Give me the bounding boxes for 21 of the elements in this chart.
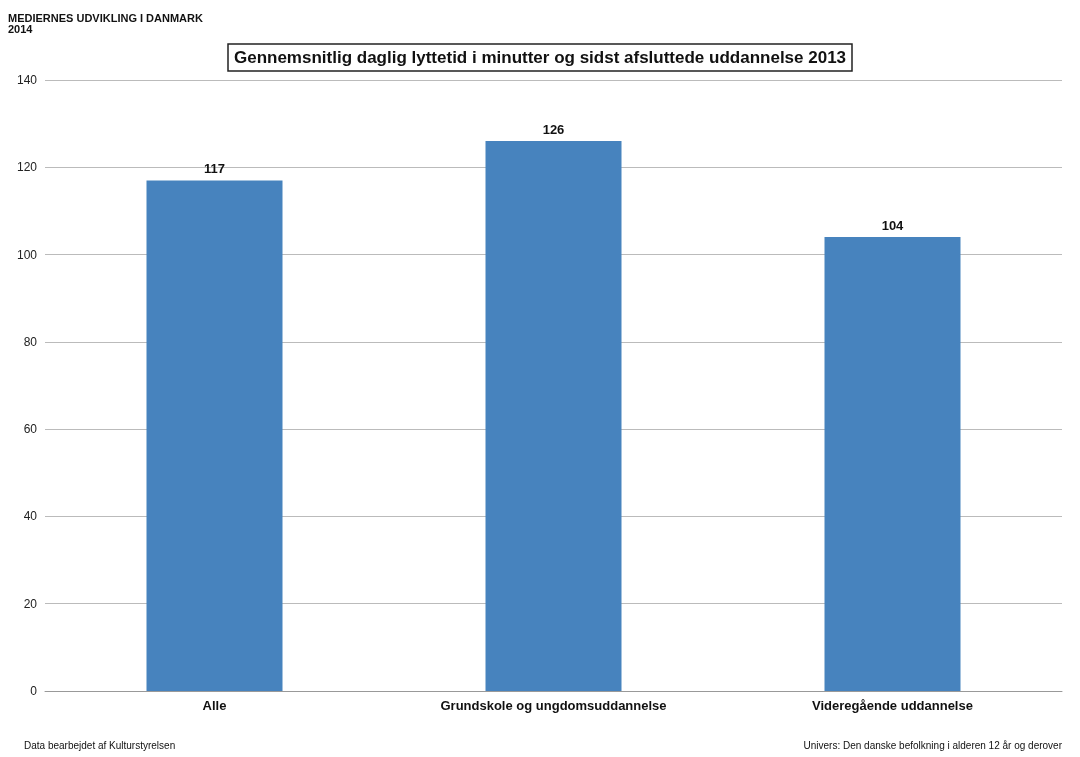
x-tick-label: Alle (202, 698, 227, 713)
y-tick-label: 40 (23, 509, 38, 524)
y-tick-label: 100 (16, 247, 38, 262)
text: MEDIERNES UDVIKLING I DANMARK 2014 (8, 11, 207, 35)
y-tick-label: 80 (23, 334, 38, 349)
bar (146, 180, 283, 691)
data-label: 117 (204, 161, 225, 177)
data-label: 126 (542, 122, 565, 138)
x-tick-label: Videregående uddannelse (812, 698, 973, 713)
y-tick-label: 20 (23, 596, 38, 611)
text: Data bearbejdet af Kulturstyrelsen (24, 739, 176, 751)
chart-title: Gennemsnitlig daglig lyttetid i minutter og sidst afsluttede uddannelse 2013 (233, 48, 847, 67)
y-tick-label: 120 (16, 160, 38, 175)
data-label: 104 (881, 218, 905, 234)
bar (824, 237, 961, 691)
x-tick-label: Grundskole og ungdomsuddannelse (440, 698, 667, 713)
y-tick-label: 0 (30, 684, 38, 698)
y-tick-label: 60 (23, 422, 38, 437)
text: Univers: Den danske befolkning i alderen 12 år og derover (803, 739, 1063, 751)
bar (485, 141, 622, 691)
y-tick-label: 140 (16, 73, 38, 87)
